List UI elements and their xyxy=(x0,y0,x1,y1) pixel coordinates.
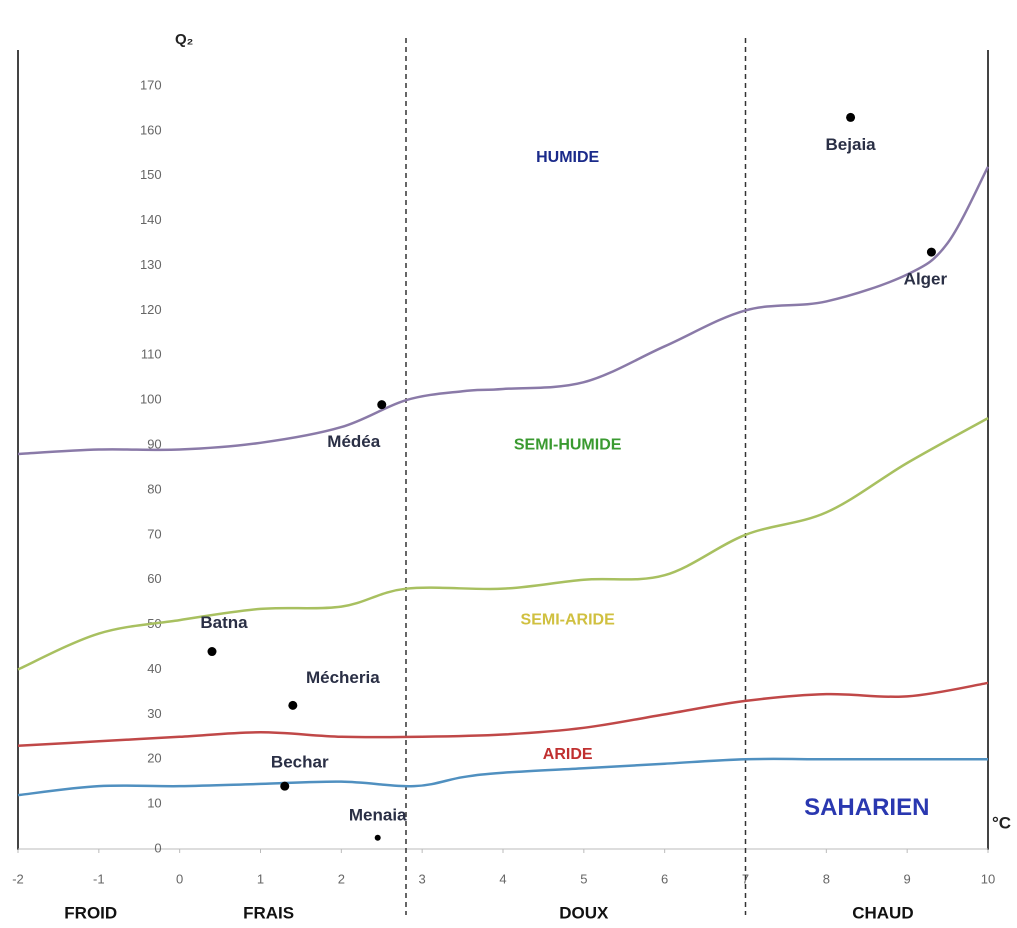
zone-label: HUMIDE xyxy=(536,149,599,166)
thermal-zone-label: FROID xyxy=(64,903,117,922)
zone-label: SEMI-HUMIDE xyxy=(514,436,622,453)
y-tick-label: 80 xyxy=(147,481,161,496)
boundary-line xyxy=(17,417,989,671)
station-point xyxy=(377,400,387,410)
station-label: Médéa xyxy=(327,432,380,451)
station-label: Mécheria xyxy=(306,668,380,687)
y-tick-label: 60 xyxy=(147,571,161,586)
x-axis-label: °C xyxy=(992,813,1011,832)
x-tick-label: 4 xyxy=(499,871,506,886)
thermal-zone-label: FRAIS xyxy=(243,903,294,922)
station-point xyxy=(207,647,217,657)
y-tick-label: 30 xyxy=(147,706,161,721)
station-label: Bejaia xyxy=(826,135,877,154)
station-label: Menaia xyxy=(349,805,407,824)
y-tick-label: 170 xyxy=(140,77,162,92)
station-point xyxy=(846,112,856,122)
y-tick-label: 0 xyxy=(154,840,161,855)
x-tick-label: -2 xyxy=(12,871,24,886)
x-tick-label: 9 xyxy=(904,871,911,886)
station-label: Alger xyxy=(904,270,948,289)
x-tick-label: 6 xyxy=(661,871,668,886)
station-point xyxy=(374,834,381,841)
y-tick-label: 140 xyxy=(140,212,162,227)
thermal-zone-label: DOUX xyxy=(559,903,609,922)
station-point xyxy=(288,700,298,710)
x-tick-label: 2 xyxy=(338,871,345,886)
y-tick-label: 130 xyxy=(140,257,162,272)
y-tick-label: 100 xyxy=(140,392,162,407)
boundary-line xyxy=(17,166,990,456)
y-tick-label: 110 xyxy=(141,347,162,362)
y-tick-label: 120 xyxy=(140,302,162,317)
x-tick-label: -1 xyxy=(93,871,105,886)
zone-label: SEMI-ARIDE xyxy=(521,611,616,628)
station-point xyxy=(280,781,290,791)
y-tick-label: 20 xyxy=(147,751,161,766)
station-label: Batna xyxy=(200,613,248,632)
y-tick-label: 10 xyxy=(147,796,161,811)
x-tick-label: 10 xyxy=(981,871,995,886)
y-tick-label: 40 xyxy=(147,661,161,676)
y-tick-label: 90 xyxy=(147,436,161,451)
boundary-line xyxy=(17,681,989,748)
y-tick-label: 70 xyxy=(147,526,161,541)
boundary-line xyxy=(17,757,988,797)
station-point xyxy=(926,247,936,257)
y-tick-label: 160 xyxy=(140,122,162,137)
y-axis-label: Q₂ xyxy=(175,31,193,48)
thermal-zone-label: CHAUD xyxy=(852,903,913,922)
x-tick-label: 5 xyxy=(580,871,587,886)
y-tick-label: 150 xyxy=(140,167,162,182)
x-tick-label: 3 xyxy=(419,871,426,886)
x-tick-label: 0 xyxy=(176,871,183,886)
zone-label: ARIDE xyxy=(543,746,593,763)
x-tick-label: 8 xyxy=(823,871,830,886)
station-label: Bechar xyxy=(271,753,329,772)
x-tick-label: 1 xyxy=(257,871,264,886)
zone-label: SAHARIEN xyxy=(804,794,929,821)
